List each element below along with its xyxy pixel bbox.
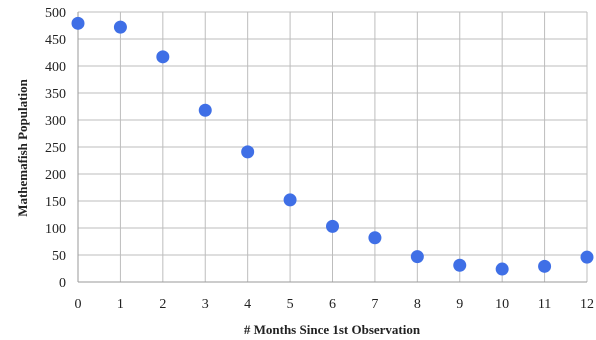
x-tick-label: 5	[287, 297, 294, 312]
data-points	[71, 16, 594, 276]
data-point	[580, 250, 594, 264]
data-point	[453, 258, 467, 272]
data-point	[410, 250, 424, 264]
y-tick-label: 0	[59, 276, 66, 291]
data-point	[283, 193, 297, 207]
data-point	[71, 16, 85, 30]
y-axis-title: Mathemafish Population	[15, 78, 30, 216]
x-tick-label: 0	[75, 297, 82, 312]
x-tick-label: 8	[414, 297, 421, 312]
y-tick-label: 350	[45, 87, 66, 102]
y-tick-label: 200	[45, 168, 66, 183]
x-tick-label: 1	[117, 297, 124, 312]
y-tick-label: 450	[45, 33, 66, 48]
x-axis-title: # Months Since 1st Observation	[244, 322, 421, 337]
data-point	[241, 145, 255, 159]
x-tick-labels: 0 1 2 3 4 5 6 7 8 9 10 11 12	[75, 297, 595, 312]
data-point	[538, 259, 552, 273]
x-tick-label: 9	[456, 297, 463, 312]
x-tick-label: 4	[244, 297, 251, 312]
axes	[77, 12, 587, 283]
data-point	[198, 103, 212, 117]
gridlines	[77, 11, 588, 283]
y-tick-label: 300	[45, 114, 66, 129]
y-tick-label: 500	[45, 6, 66, 21]
x-tick-label: 12	[580, 297, 594, 312]
data-point	[368, 231, 382, 245]
y-tick-label: 250	[45, 141, 66, 156]
x-tick-label: 10	[495, 297, 509, 312]
x-tick-label: 7	[371, 297, 378, 312]
y-tick-labels: 0 50 100 150 200 250 300 350 400 450 500	[45, 6, 66, 291]
x-tick-label: 2	[159, 297, 166, 312]
data-point	[495, 262, 509, 276]
y-tick-label: 100	[45, 222, 66, 237]
y-tick-label: 400	[45, 60, 66, 75]
x-tick-label: 6	[329, 297, 336, 312]
y-tick-label: 150	[45, 195, 66, 210]
x-tick-label: 11	[538, 297, 551, 312]
data-point	[156, 50, 170, 64]
x-tick-label: 3	[202, 297, 209, 312]
data-point	[113, 20, 127, 34]
data-point	[326, 219, 339, 233]
y-tick-label: 50	[52, 249, 66, 264]
